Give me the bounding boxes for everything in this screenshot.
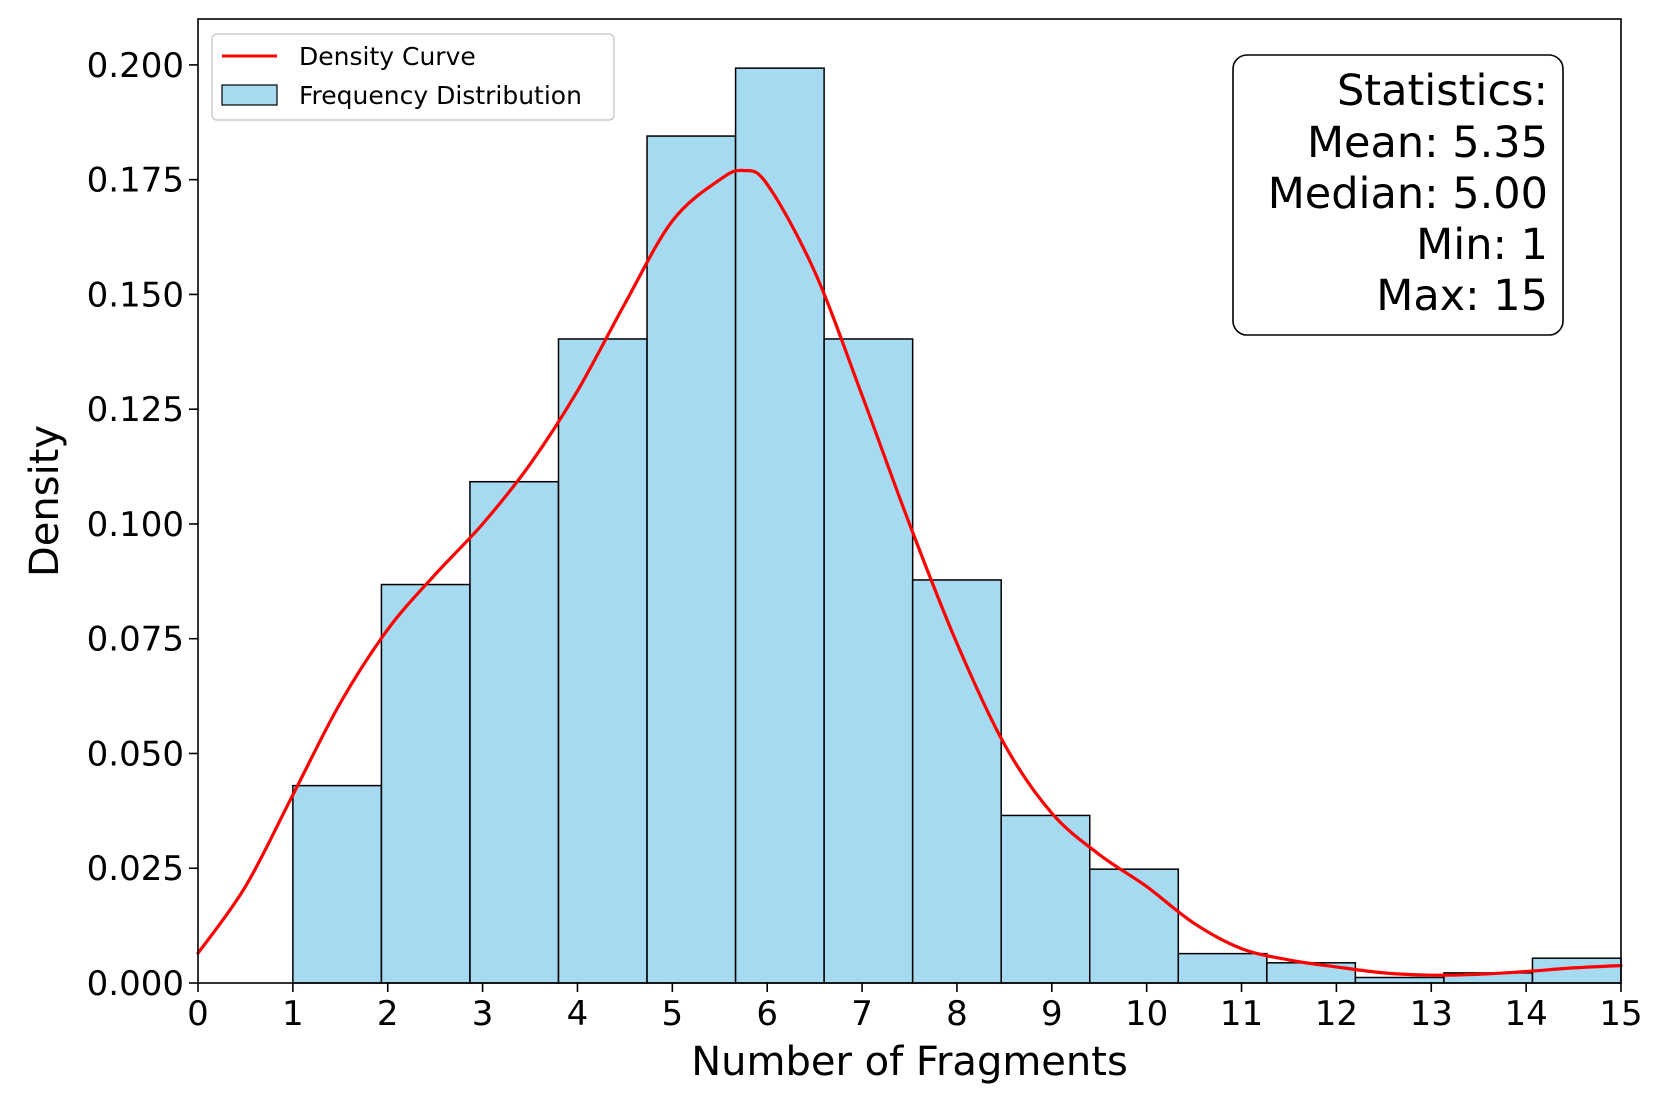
y-tick-label: 0.200 (87, 46, 184, 86)
histogram-bar-2 (380, 583, 471, 984)
curve-layer (196, 168, 1623, 977)
y-tick-label: 0.000 (87, 964, 184, 1004)
x-tick-label: 5 (662, 994, 684, 1034)
x-tick-label: 10 (1125, 994, 1168, 1034)
statistics-box: Statistics: Mean: 5.35 Median: 5.00 Min:… (1232, 54, 1564, 336)
histogram-bar-1 (292, 784, 383, 984)
y-axis-title: Density (22, 425, 68, 577)
histogram-bar-3 (469, 480, 560, 984)
histogram-bar-7 (823, 338, 914, 984)
legend-label-frequency-distribution: Frequency Distribution (299, 81, 582, 110)
y-axis-ticks: 0.000 0.025 0.050 0.075 0.100 0.125 0.150 0.175… (87, 46, 198, 1004)
x-tick-label: 7 (851, 994, 873, 1034)
y-tick-label: 0.075 (87, 620, 184, 660)
statistics-box-frame (1232, 54, 1564, 336)
statistics-mean: Mean: 5.35 (1307, 118, 1548, 168)
bars-layer (292, 67, 1622, 984)
histogram-bar-4 (557, 338, 648, 984)
histogram-bar-5 (646, 135, 737, 984)
x-tick-label: 1 (282, 994, 304, 1034)
y-tick-label: 0.025 (87, 849, 184, 889)
x-tick-label: 12 (1315, 994, 1358, 1034)
x-tick-label: 6 (756, 994, 778, 1034)
y-tick-label: 0.150 (87, 275, 184, 315)
legend: Density Curve Frequency Distribution (211, 33, 615, 121)
plot-frame (197, 18, 1622, 984)
statistics-median: Median: 5.00 (1268, 169, 1548, 219)
x-tick-label: 9 (1041, 994, 1063, 1034)
x-tick-label: 3 (472, 994, 494, 1034)
x-axis-ticks: 0 1 2 3 4 5 6 7 8 9 10 11 12 13 14 15 (187, 983, 1643, 1034)
y-tick-label: 0.175 (87, 161, 184, 201)
histogram-bar-10 (1088, 868, 1180, 984)
density-curve (196, 168, 1623, 977)
x-axis-title: Number of Fragments (691, 1039, 1128, 1085)
histogram-bar-11 (1177, 952, 1268, 984)
histogram-bar-6 (734, 67, 825, 984)
legend-box (211, 33, 615, 121)
x-tick-label: 0 (187, 994, 209, 1034)
statistics-max: Max: 15 (1376, 271, 1548, 321)
x-tick-label: 8 (946, 994, 968, 1034)
statistics-min: Min: 1 (1416, 220, 1548, 270)
statistics-title: Statistics: (1337, 66, 1548, 116)
y-tick-label: 0.100 (87, 505, 184, 545)
y-tick-label: 0.050 (87, 734, 184, 774)
x-tick-label: 14 (1505, 994, 1548, 1034)
histogram-bar-13 (1354, 976, 1445, 984)
histogram-bar-12 (1266, 962, 1357, 984)
y-tick-label: 0.125 (87, 390, 184, 430)
x-tick-label: 4 (567, 994, 589, 1034)
x-tick-label: 15 (1599, 994, 1642, 1034)
histogram-bar-9 (1000, 814, 1091, 984)
x-tick-label: 13 (1410, 994, 1453, 1034)
x-tick-label: 2 (377, 994, 399, 1034)
x-tick-label: 11 (1220, 994, 1263, 1034)
legend-swatch-frequency-distribution (221, 84, 278, 106)
legend-label-density-curve: Density Curve (299, 42, 476, 71)
